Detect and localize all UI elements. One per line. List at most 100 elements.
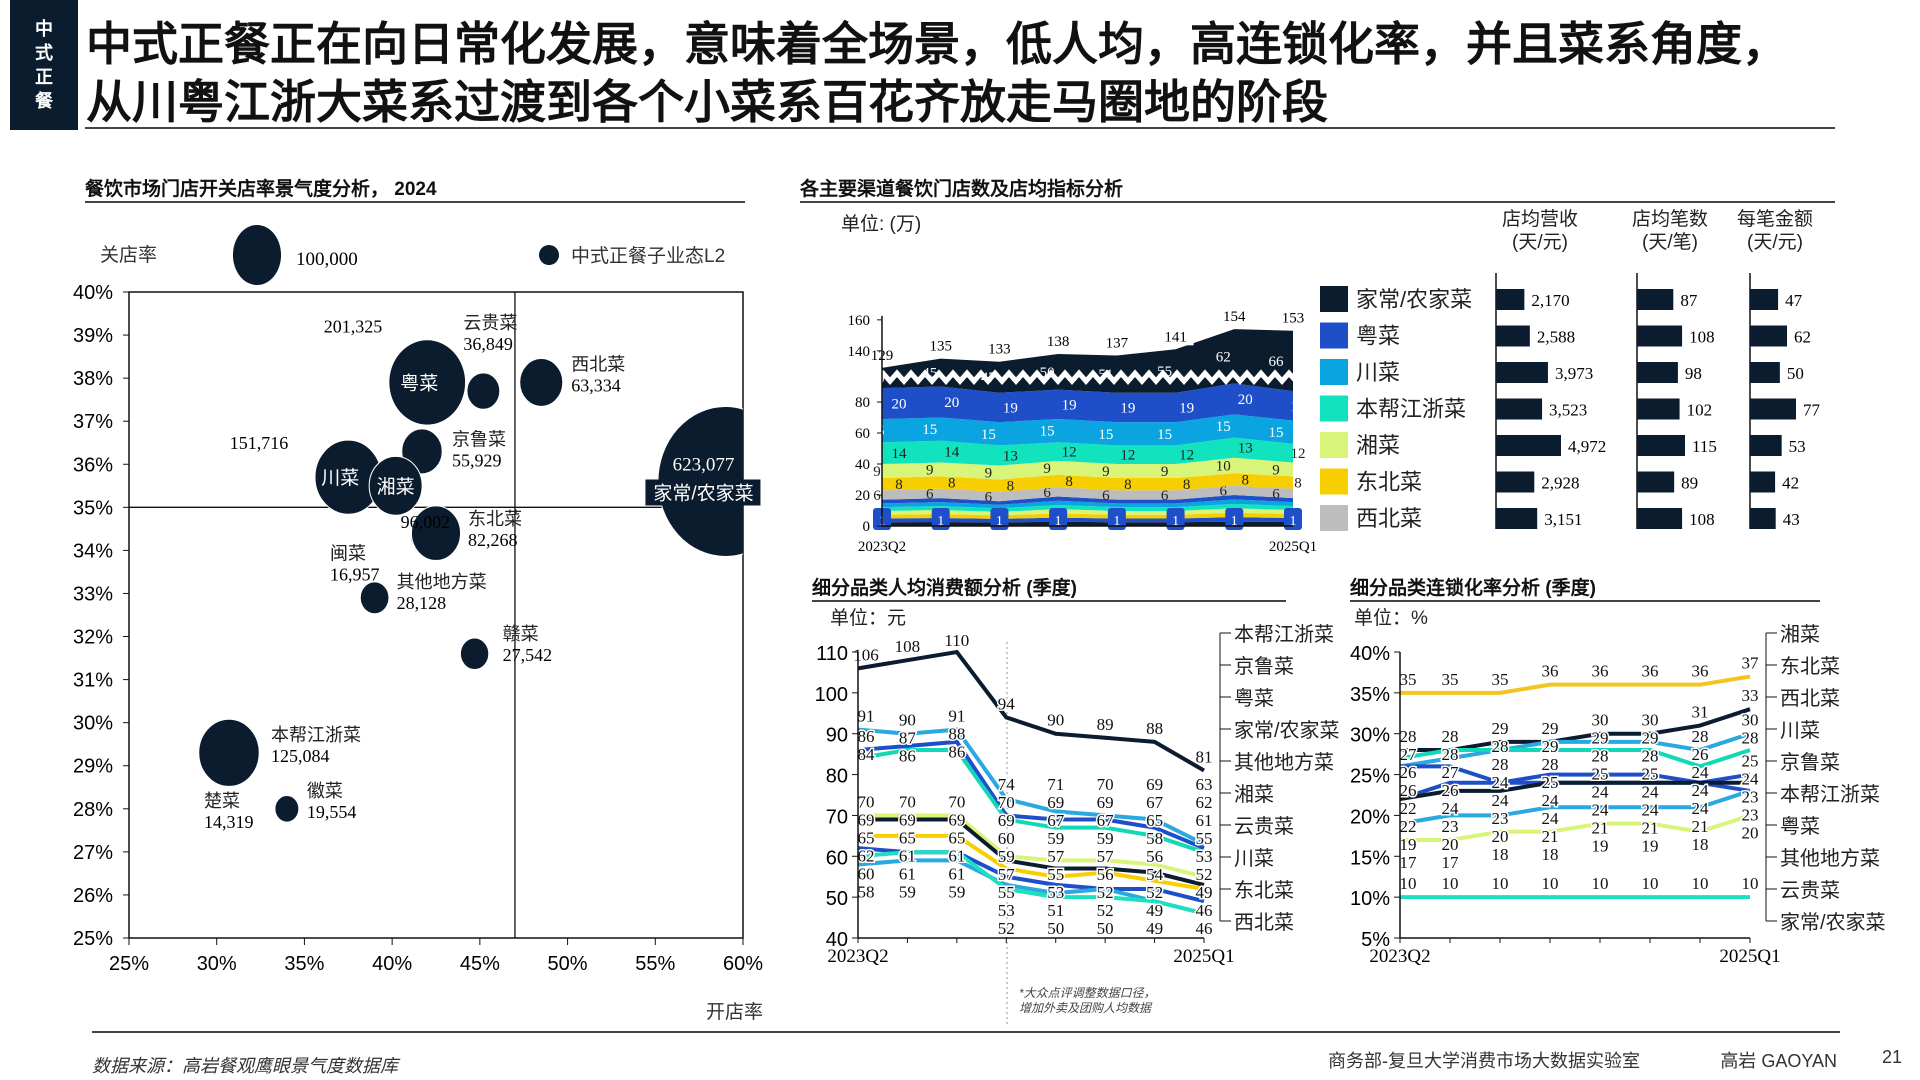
base-label-badge xyxy=(931,508,950,530)
data-label: 70 xyxy=(899,792,916,811)
data-label: 24 xyxy=(1642,783,1660,802)
metric-bar xyxy=(1750,289,1779,310)
y-tick-label: 90 xyxy=(826,725,848,747)
bubble-title-divider xyxy=(85,201,745,203)
metric-value: 50 xyxy=(1787,364,1804,383)
data-label: 24 xyxy=(1542,809,1560,828)
data-label: 20 xyxy=(1492,827,1509,846)
bubble-name: 云贵菜 xyxy=(463,313,517,333)
area-value-label: 19 xyxy=(1291,399,1306,415)
area-value-label: 9 xyxy=(985,466,993,482)
data-label: 19 xyxy=(1400,835,1417,854)
data-label: 55 xyxy=(1047,865,1064,884)
data-label: 10 xyxy=(1400,874,1417,893)
metric-header: 店均笔数 xyxy=(1632,208,1708,230)
y-tick-label: 33% xyxy=(73,583,113,605)
data-label: 24 xyxy=(1692,781,1710,800)
x-tick-label: 60% xyxy=(723,953,763,975)
legend-label: 东北菜 xyxy=(1780,655,1840,678)
data-label: 59 xyxy=(1097,829,1114,848)
bubble-size-label: 27,542 xyxy=(503,645,553,665)
data-label: 10 xyxy=(1542,874,1559,893)
data-label: 26 xyxy=(1692,745,1709,764)
data-label: 25 xyxy=(1542,773,1559,792)
data-label: 67 xyxy=(1047,811,1065,830)
area-value-label: 13 xyxy=(1003,448,1018,464)
data-label: 20 xyxy=(1742,824,1759,843)
metric-value: 47 xyxy=(1785,291,1803,310)
area-value-label: 66 xyxy=(1269,354,1285,370)
bubble-name: 本帮江浙菜 xyxy=(271,725,361,745)
data-label: 24 xyxy=(1692,763,1710,782)
data-label: 23 xyxy=(1492,809,1509,828)
bubble-label-bg xyxy=(645,479,761,506)
data-label: 60 xyxy=(998,829,1015,848)
metric-bar xyxy=(1496,289,1525,310)
data-label: 65 xyxy=(858,828,875,847)
y-tick-label: 80 xyxy=(826,766,848,788)
data-label: 67 xyxy=(1097,811,1115,830)
series-line-云贵菜 xyxy=(1399,780,1750,802)
x-tick-label: 25% xyxy=(109,953,149,975)
data-label: 36 xyxy=(1692,662,1709,681)
area-value-label: 10 xyxy=(1216,459,1231,475)
metric-bar xyxy=(1496,508,1538,529)
data-label: 56 xyxy=(1146,847,1163,866)
legend-label: 其他地方菜 xyxy=(1234,751,1334,774)
data-label: 63 xyxy=(1196,775,1213,794)
metric-bar xyxy=(1637,471,1675,493)
data-label: 28 xyxy=(1542,755,1559,774)
data-label: 36 xyxy=(1542,662,1559,681)
data-label: 10 xyxy=(1692,874,1709,893)
metric-header-unit: (天/元) xyxy=(1512,232,1568,253)
data-label: 91 xyxy=(858,707,875,726)
legend-label: 本帮江浙菜 xyxy=(1356,397,1466,422)
data-label: 46 xyxy=(1196,919,1213,938)
data-label: 24 xyxy=(1742,770,1760,789)
data-label: 81 xyxy=(1196,747,1213,766)
data-label: 52 xyxy=(1097,901,1114,920)
base-label: 1 xyxy=(937,514,944,529)
area-value-label: 15 xyxy=(981,427,996,443)
area-value-label: 8 xyxy=(1242,473,1250,489)
data-label: 57 xyxy=(998,865,1016,884)
data-label: 84 xyxy=(858,745,876,764)
area-value-label: 19 xyxy=(1062,397,1077,413)
data-label: 50 xyxy=(1097,919,1114,938)
legend-label: 西北菜 xyxy=(1780,687,1840,710)
metric-bar xyxy=(1637,362,1678,383)
bubble-name: 闽菜 xyxy=(330,543,366,563)
area-value-label: 20 xyxy=(892,397,907,413)
data-label: 10 xyxy=(1442,874,1459,893)
y-tick-label: 31% xyxy=(73,670,113,692)
chain-title-divider xyxy=(1350,600,1820,602)
area-value-label: 6 xyxy=(873,488,881,504)
area-value-label: 12 xyxy=(1120,448,1135,464)
page-title-line1: 中式正餐正在向日常化发展，意味着全场景，低人均，高连锁化率，并且菜系角度， xyxy=(86,18,1788,70)
bubble-name: 粤菜 xyxy=(400,372,438,394)
data-label: 70 xyxy=(858,792,875,811)
y-tick-label: 34% xyxy=(73,540,113,562)
series-line-西北菜 xyxy=(857,850,1205,916)
total-label-bg xyxy=(1157,327,1194,346)
bubble-size-label: 96,002 xyxy=(401,512,451,532)
title-divider xyxy=(85,127,1835,129)
data-label: 28 xyxy=(1742,729,1759,748)
y-tick-label: 32% xyxy=(73,627,113,649)
bubble-name: 东北菜 xyxy=(468,509,522,529)
x-label-last: 2025Q1 xyxy=(1173,946,1234,967)
legend-label: 粤菜 xyxy=(1780,815,1820,838)
area-value-label: 13 xyxy=(1238,441,1253,457)
data-label: 52 xyxy=(1146,883,1163,902)
y-tick-label: 29% xyxy=(73,756,113,778)
bubble-name: 京鲁菜 xyxy=(452,429,506,449)
area-西北菜 xyxy=(882,485,1293,502)
area-本帮江浙菜 xyxy=(882,437,1293,466)
footnote: *大众点评调整数据口径， xyxy=(1019,986,1156,1000)
area-value-label: 8 xyxy=(948,476,956,492)
bubble xyxy=(388,339,467,426)
data-label: 67 xyxy=(1146,793,1164,812)
area-value-label: 12 xyxy=(1179,448,1194,464)
metric-header-unit: (天/笔) xyxy=(1642,231,1698,253)
section-tag-char: 中 xyxy=(35,19,53,39)
